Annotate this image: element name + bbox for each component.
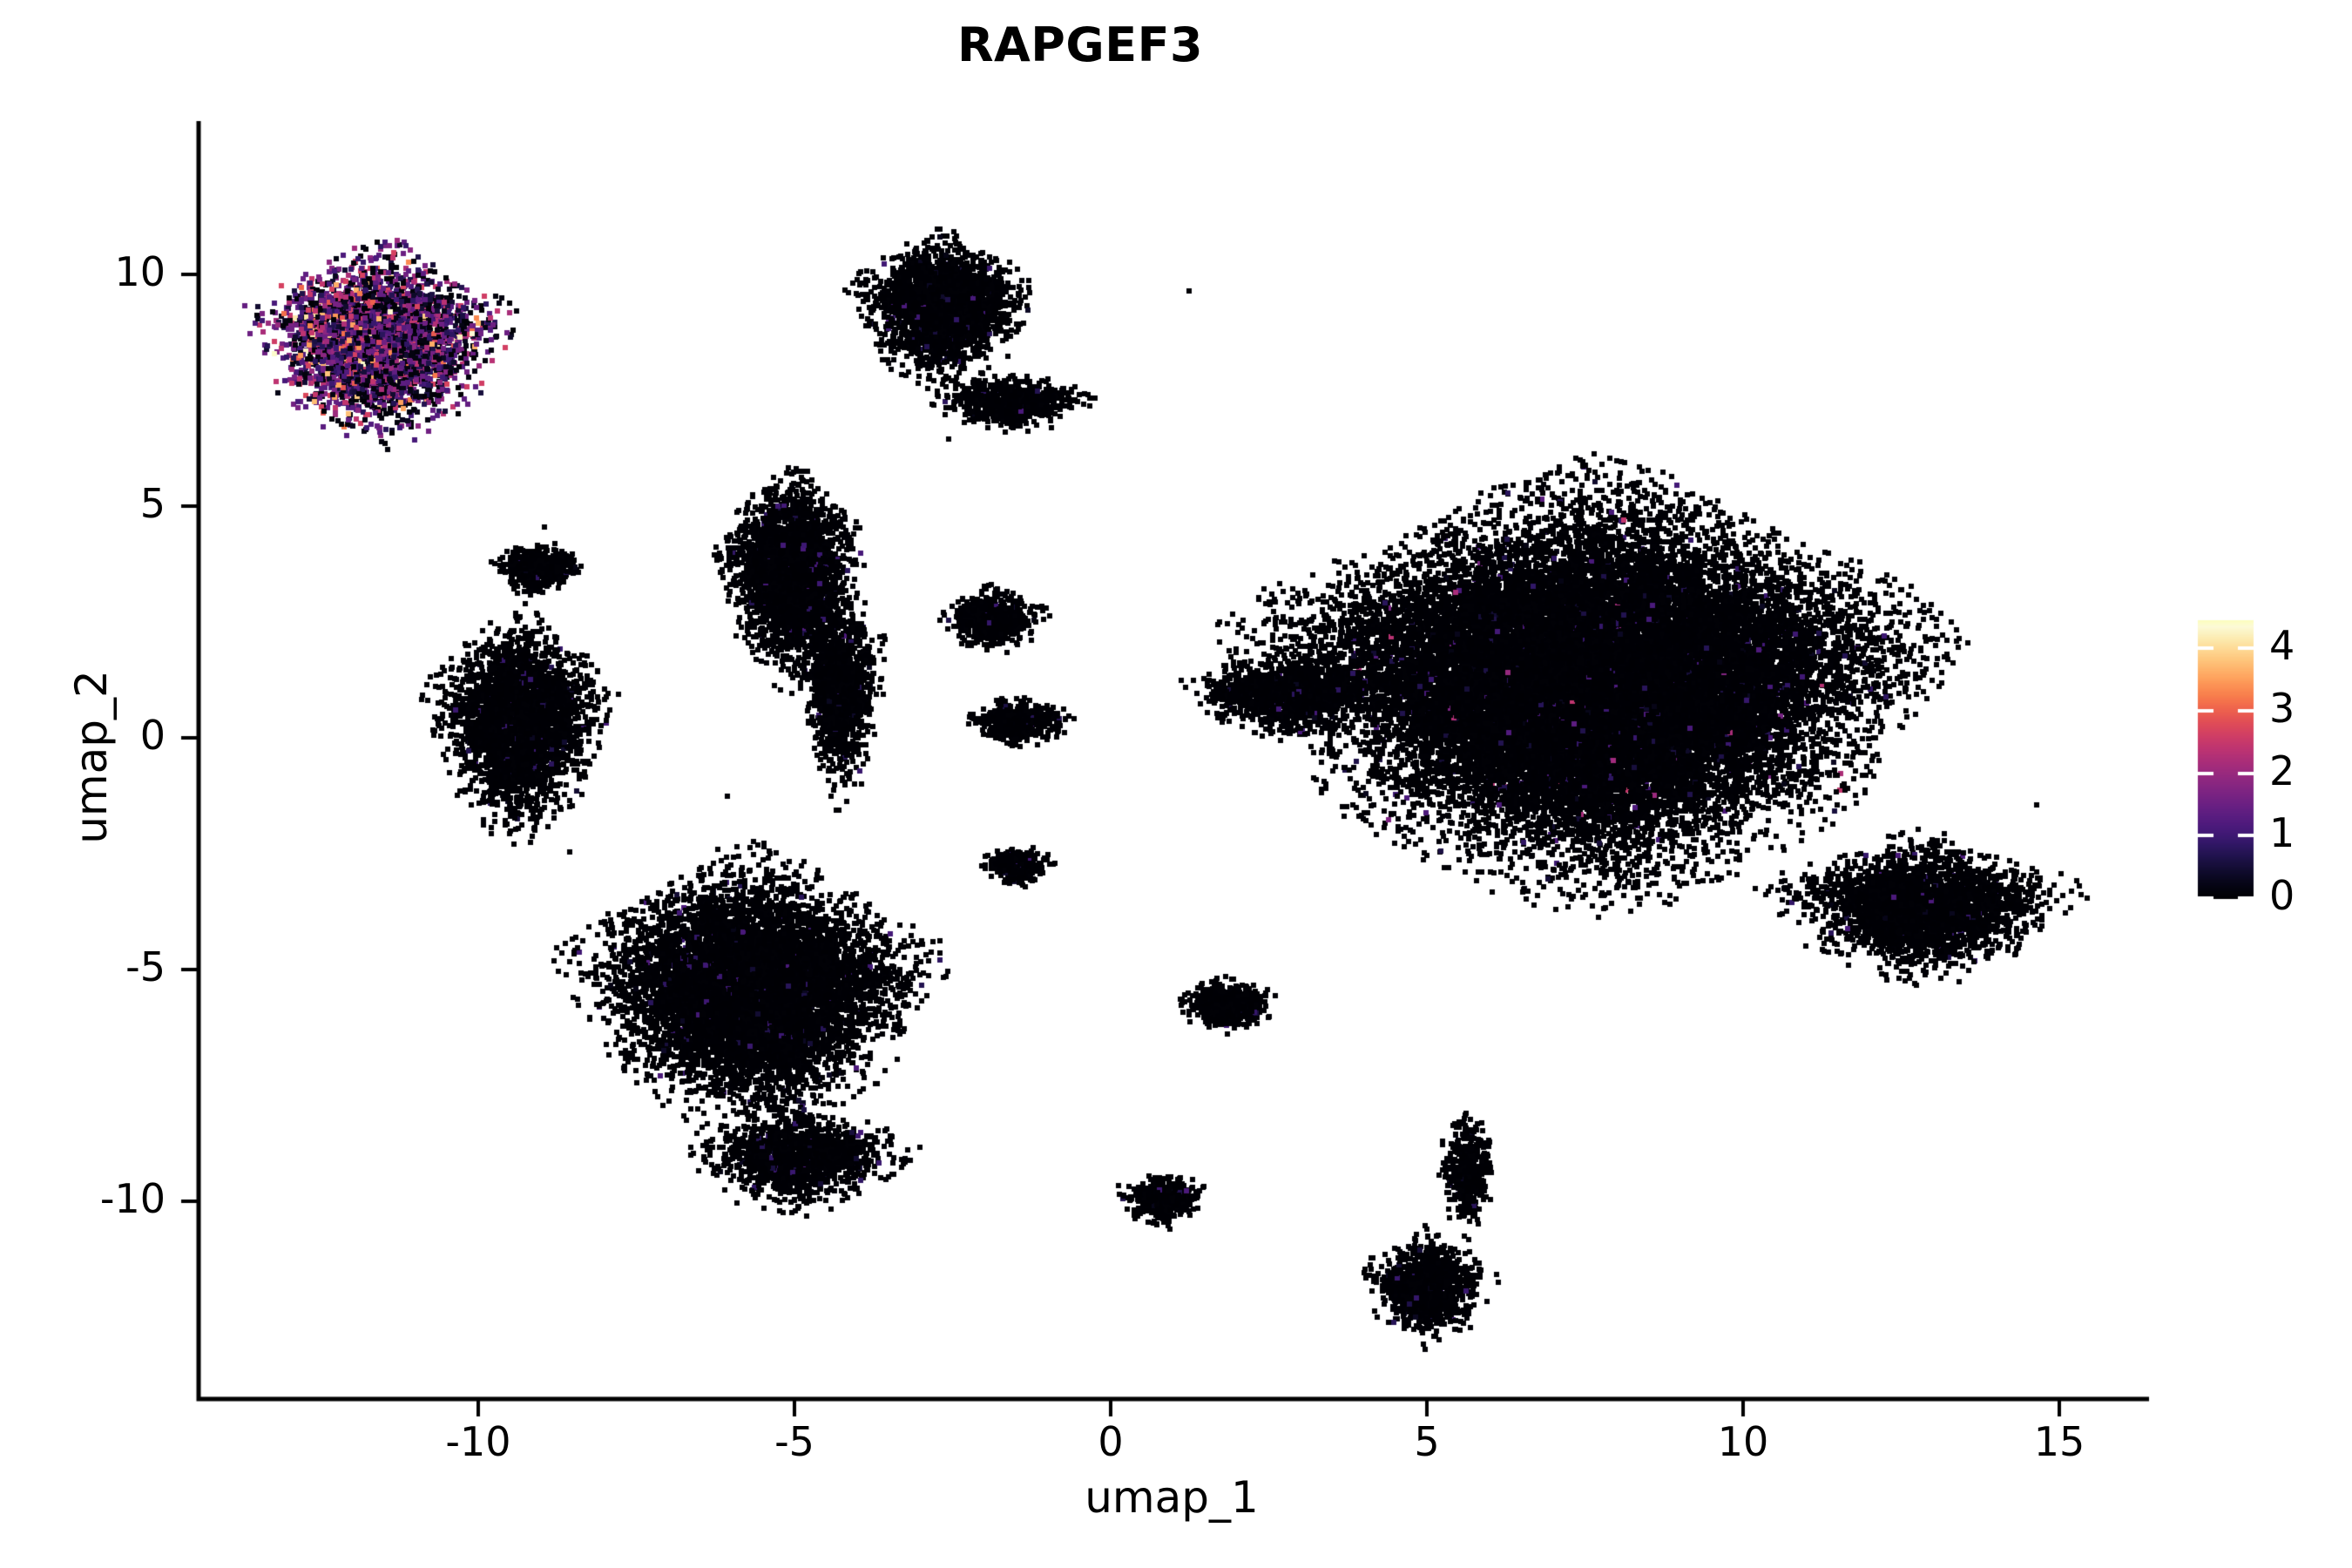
page-title: RAPGEF3 bbox=[956, 17, 1204, 72]
y-tick-label: -5 bbox=[125, 943, 166, 990]
x-tick-label: 0 bbox=[1098, 1418, 1124, 1465]
x-tick-label: -5 bbox=[774, 1418, 814, 1465]
x-tick-label: 5 bbox=[1414, 1418, 1440, 1465]
y-tick-label: 10 bbox=[114, 248, 166, 295]
colorbar-tick-label: 3 bbox=[2269, 684, 2295, 732]
colorbar-tick-label: 4 bbox=[2269, 622, 2295, 670]
colorbar-tick-label: 0 bbox=[2269, 872, 2295, 919]
x-tick-label: 15 bbox=[2033, 1418, 2085, 1465]
colorbar-tick-label: 2 bbox=[2269, 747, 2295, 794]
y-tick-label: -10 bbox=[99, 1175, 166, 1222]
y-tick-label: 5 bbox=[139, 480, 166, 527]
y-tick-label: 0 bbox=[139, 712, 166, 759]
x-tick-label: 10 bbox=[1717, 1418, 1769, 1465]
x-tick-label: -10 bbox=[445, 1418, 511, 1465]
x-axis-label: umap_1 bbox=[1085, 1472, 1259, 1523]
colorbar-tick-label: 1 bbox=[2269, 809, 2295, 857]
